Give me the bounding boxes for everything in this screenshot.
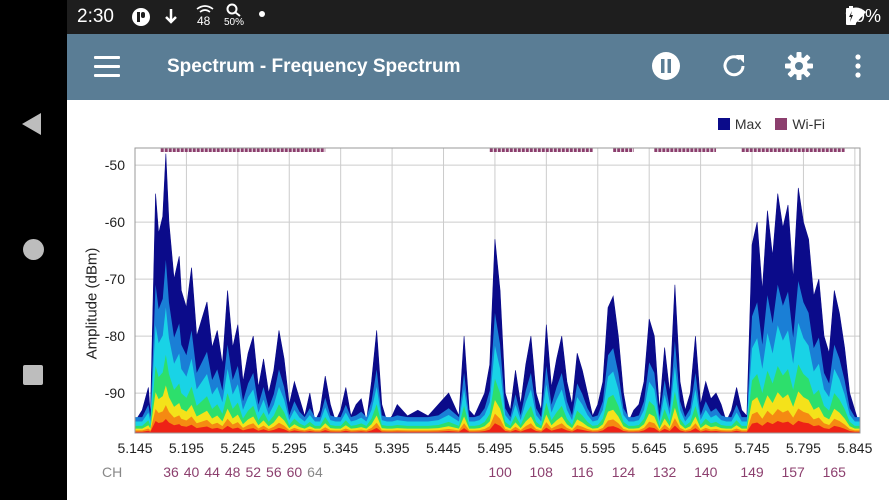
wifi-48-icon	[196, 5, 214, 13]
channel-label[interactable]: 157	[781, 464, 805, 480]
x-tick-label: 5.595	[580, 440, 615, 456]
search-50-icon	[226, 3, 241, 17]
system-navigation-bar	[0, 0, 67, 500]
density-layer	[135, 354, 860, 433]
refresh-icon[interactable]	[718, 50, 750, 82]
privacy-icon	[132, 8, 150, 26]
y-tick-label: -60	[105, 214, 125, 230]
more-icon[interactable]	[842, 50, 874, 82]
legend-label-max: Max	[734, 116, 762, 132]
x-tick-label: 5.395	[375, 440, 410, 456]
channel-label[interactable]: 48	[225, 464, 241, 480]
channel-label[interactable]: 124	[612, 464, 636, 480]
search-badge: 50%	[224, 17, 245, 28]
x-tick-label: 5.495	[477, 440, 512, 456]
chart-legend: Max Wi-Fi	[717, 116, 825, 132]
legend-item-max[interactable]: Max	[717, 116, 762, 132]
battery-icon	[845, 6, 856, 25]
dot-icon	[259, 11, 265, 17]
x-tick-label: 5.845	[837, 440, 872, 456]
x-tick-label: 5.545	[529, 440, 564, 456]
download-icon	[165, 9, 177, 24]
menu-icon[interactable]	[94, 56, 120, 78]
app-bar: Spectrum - Frequency Spectrum	[67, 34, 889, 100]
channel-label[interactable]: 36	[163, 464, 179, 480]
density-layer	[135, 307, 860, 433]
channel-row-label: CH	[102, 464, 122, 480]
density-layer	[135, 385, 860, 433]
channel-label[interactable]: 52	[245, 464, 261, 480]
channel-label[interactable]: 132	[653, 464, 677, 480]
legend-label-wifi: Wi-Fi	[792, 116, 825, 132]
plot-border	[134, 147, 861, 434]
wifi-badge: 48	[197, 14, 211, 28]
x-tick-label: 5.295	[272, 440, 307, 456]
channel-label[interactable]: 116	[571, 464, 594, 480]
back-icon[interactable]	[22, 113, 41, 135]
channel-label[interactable]: 60	[287, 464, 303, 480]
x-tick-label: 5.795	[786, 440, 821, 456]
chart-area: Max Wi-Fi Amplitude (dBm) -50 -60 -70 -80 -9…	[67, 100, 889, 500]
legend-item-wifi[interactable]: Wi-Fi	[775, 116, 825, 132]
channel-label[interactable]: 100	[488, 464, 512, 480]
x-tick-label: 5.245	[220, 440, 255, 456]
channel-label[interactable]: 108	[530, 464, 554, 480]
channel-label[interactable]: 140	[694, 464, 718, 480]
legend-swatch-max	[717, 118, 730, 130]
x-tick-label: 5.745	[734, 440, 769, 456]
x-tick-label: 5.445	[426, 440, 461, 456]
pause-icon[interactable]	[650, 50, 682, 82]
x-tick-label: 5.695	[683, 440, 718, 456]
page-title: Spectrum - Frequency Spectrum	[167, 56, 461, 77]
channel-label[interactable]: 64	[307, 464, 323, 480]
y-tick-label: -80	[105, 328, 125, 344]
x-tick-label: 5.195	[169, 440, 204, 456]
y-tick-label: -70	[105, 271, 125, 287]
density-layer	[135, 419, 860, 433]
channel-label[interactable]: 40	[184, 464, 200, 480]
settings-icon[interactable]	[783, 50, 815, 82]
channel-label[interactable]: 149	[740, 464, 764, 480]
max-series-area[interactable]	[134, 153, 861, 434]
status-right: 99%	[845, 6, 881, 27]
channel-label[interactable]: 165	[823, 464, 847, 480]
status-time: 2:30	[77, 6, 114, 27]
spectrum-chart[interactable]: -50 -60 -70 -80 -90 5.145 5.195 5.245 5.295 5.345…	[67, 100, 889, 500]
x-tick-label: 5.145	[117, 440, 152, 456]
status-bar: 2:30 48 50% 99%	[67, 0, 889, 34]
channel-label[interactable]: 56	[266, 464, 282, 480]
channel-label[interactable]: 44	[204, 464, 220, 480]
y-tick-label: -90	[105, 385, 125, 401]
legend-swatch-wifi	[775, 118, 788, 130]
home-icon[interactable]	[23, 239, 44, 260]
density-layer	[135, 259, 860, 433]
x-tick-label: 5.645	[632, 440, 667, 456]
x-tick-label: 5.345	[323, 440, 358, 456]
y-tick-label: -50	[105, 157, 125, 173]
density-layer	[135, 405, 860, 433]
recents-icon[interactable]	[23, 365, 43, 385]
